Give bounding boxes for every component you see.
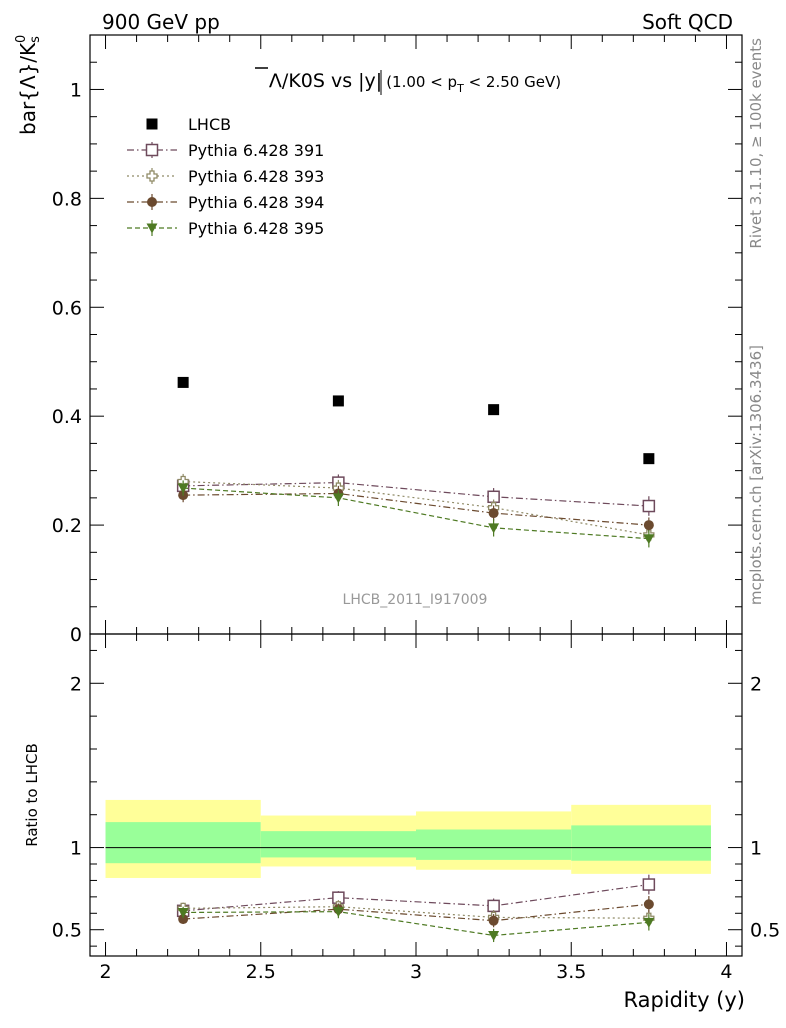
title-lambda: Λ (269, 70, 282, 92)
series-line (183, 480, 649, 536)
x-axis-label: Rapidity (y) (624, 988, 745, 1012)
main-panel: 0 0.2 0.4 0.6 0.8 1 (52, 34, 743, 956)
series-0 (177, 376, 655, 465)
rivet-label: Rivet 3.1.10, ≥ 100k events (747, 38, 765, 249)
mcplots-label: mcplots.cern.ch [arXiv:1306.3436] (747, 345, 765, 605)
ratio-point (643, 899, 654, 910)
legend-marker (145, 143, 159, 157)
watermark: LHCB_2011_I917009 (343, 592, 488, 608)
data-point (488, 404, 500, 416)
ylabel-sup: 0 (14, 35, 29, 43)
data-point (643, 520, 654, 531)
legend: LHCB Pythia 6.428 391 Pythia 6.428 393 Pyth… (127, 115, 324, 238)
data-point (332, 493, 344, 504)
legend-entry: Pythia 6.428 391 (127, 141, 324, 160)
ratio-line (183, 911, 649, 937)
series-line (183, 492, 649, 526)
ratio-point (642, 878, 656, 891)
ratio-y-tick-label-right: 2 (750, 673, 762, 695)
data-point (643, 453, 655, 465)
ratio-y-tick-label-left: 1 (70, 838, 82, 860)
main-ylabel: bar{Λ}/Ks0 (14, 35, 43, 135)
legend-label: Pythia 6.428 391 (188, 141, 324, 160)
legend-label: LHCB (188, 115, 231, 134)
title-cut: (1.00 < p (386, 73, 457, 91)
ratio-y-tick-label-left: 2 (70, 673, 82, 695)
x-tick-label: 4 (720, 961, 732, 983)
y-tick-label: 0.8 (52, 188, 82, 210)
ratio-band-green (416, 829, 572, 860)
ratio-y-tick-label-left: 0.5 (52, 920, 82, 942)
legend-marker (146, 223, 158, 234)
ratio-ylabel: Ratio to LHCB (23, 743, 41, 847)
x-tick-label: 3 (410, 961, 422, 983)
ratio-point (488, 930, 500, 941)
header-right: Soft QCD (642, 10, 733, 34)
ratio-line (183, 883, 649, 912)
legend-marker (146, 118, 158, 130)
header-left: 900 GeV pp (102, 10, 220, 34)
series-line (183, 487, 649, 540)
data-point (332, 395, 344, 407)
data-point (643, 534, 655, 545)
legend-marker (146, 170, 158, 182)
ratio-point (488, 915, 499, 926)
data-point (642, 499, 656, 513)
y-tick-label: 0.2 (52, 515, 82, 537)
data-point (177, 376, 189, 388)
data-point (488, 508, 499, 519)
data-point (177, 483, 189, 494)
x-tick-label: 2.5 (246, 961, 276, 983)
ratio-y-tick-label-right: 0.5 (750, 920, 780, 942)
legend-label: Pythia 6.428 393 (188, 167, 324, 186)
series-3 (178, 485, 654, 533)
y-tick-label: 0 (70, 624, 82, 646)
ratio-band-green (260, 831, 416, 858)
ratio-band-green (571, 825, 711, 861)
series-4 (177, 480, 655, 548)
ratio-band-green (105, 822, 261, 864)
legend-entry: Pythia 6.428 393 (127, 167, 324, 186)
main-title: Λ/K0S vs |y| (1.00 < pT < 2.50 GeV) (269, 70, 561, 95)
x-tick-label: 3.5 (556, 961, 586, 983)
y-tick-label: 0.4 (52, 406, 82, 428)
legend-entry: LHCB (146, 115, 231, 134)
series-line (183, 482, 649, 507)
legend-entry: Pythia 6.428 394 (127, 193, 324, 212)
data-point (488, 523, 500, 534)
title-cut-close: < 2.50 GeV) (464, 73, 561, 91)
ratio-frame (89, 633, 743, 957)
ratio-point (177, 907, 189, 918)
legend-label: Pythia 6.428 395 (188, 219, 324, 238)
x-tick-label: 2 (99, 961, 111, 983)
ylabel-sub: s (28, 36, 43, 43)
ratio-y-tick-label-right: 1 (750, 838, 762, 860)
title-cut-sub: T (456, 82, 464, 95)
legend-label: Pythia 6.428 394 (188, 193, 324, 212)
ratio-point (643, 917, 655, 928)
ratio-point (332, 907, 344, 918)
y-tick-label: 0.6 (52, 297, 82, 319)
ratio-panel: 2 2.5 3 3.5 4 0.5 0.5 1 1 2 2 (52, 633, 780, 983)
ratio-point (487, 899, 500, 913)
ratio-point (178, 914, 189, 925)
legend-entry: Pythia 6.428 395 (127, 219, 324, 238)
ratio-line (183, 903, 649, 922)
legend-marker (147, 197, 157, 207)
ratio-series-3 (177, 905, 655, 943)
y-tick-label: 1 (70, 79, 82, 101)
title-rest: /K0S vs |y| (282, 70, 382, 92)
